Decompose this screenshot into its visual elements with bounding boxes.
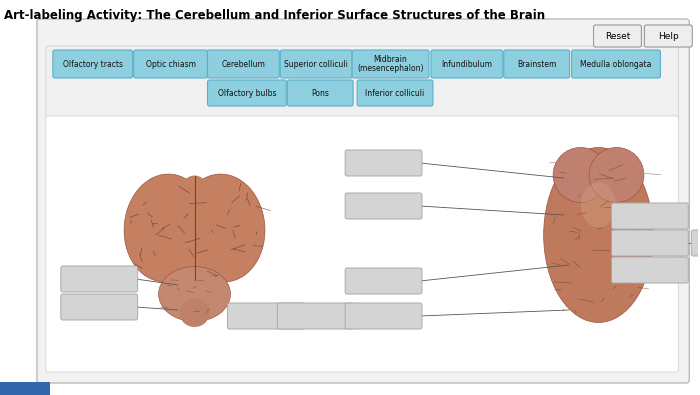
FancyBboxPatch shape: [431, 50, 503, 78]
Ellipse shape: [180, 299, 209, 327]
FancyBboxPatch shape: [572, 50, 660, 78]
Ellipse shape: [169, 175, 220, 280]
FancyBboxPatch shape: [134, 50, 207, 78]
Text: Superior colliculi: Superior colliculi: [284, 60, 348, 68]
FancyBboxPatch shape: [345, 303, 422, 329]
FancyBboxPatch shape: [61, 266, 138, 292]
FancyBboxPatch shape: [345, 268, 422, 294]
Ellipse shape: [544, 147, 653, 322]
Text: Reset: Reset: [605, 32, 630, 41]
FancyBboxPatch shape: [46, 116, 678, 372]
FancyBboxPatch shape: [228, 303, 304, 329]
Text: Help: Help: [658, 32, 679, 41]
Bar: [0, 382, 50, 395]
FancyBboxPatch shape: [277, 303, 354, 329]
FancyBboxPatch shape: [61, 294, 138, 320]
FancyBboxPatch shape: [37, 19, 690, 383]
Ellipse shape: [589, 147, 644, 203]
FancyBboxPatch shape: [53, 50, 133, 78]
FancyBboxPatch shape: [612, 257, 688, 283]
FancyBboxPatch shape: [280, 50, 352, 78]
FancyBboxPatch shape: [645, 25, 692, 47]
Text: Cerebellum: Cerebellum: [221, 60, 265, 68]
FancyBboxPatch shape: [357, 80, 433, 106]
Text: Olfactory bulbs: Olfactory bulbs: [218, 88, 276, 98]
FancyBboxPatch shape: [352, 50, 429, 78]
FancyBboxPatch shape: [504, 50, 570, 78]
Text: Optic chiasm: Optic chiasm: [146, 60, 195, 68]
Ellipse shape: [553, 147, 608, 203]
FancyBboxPatch shape: [46, 46, 678, 118]
Text: Olfactory tracts: Olfactory tracts: [63, 60, 122, 68]
Text: Inferior colliculi: Inferior colliculi: [365, 88, 425, 98]
Text: Midbrain
(mesencephalon): Midbrain (mesencephalon): [357, 55, 424, 73]
Ellipse shape: [124, 174, 209, 282]
Text: Medulla oblongata: Medulla oblongata: [580, 60, 652, 68]
Text: Brainstem: Brainstem: [517, 60, 556, 68]
Ellipse shape: [159, 267, 230, 322]
FancyBboxPatch shape: [287, 80, 353, 106]
FancyBboxPatch shape: [345, 193, 422, 219]
FancyBboxPatch shape: [594, 25, 641, 47]
FancyBboxPatch shape: [692, 230, 700, 256]
Text: Art-labeling Activity: The Cerebellum and Inferior Surface Structures of the Bra: Art-labeling Activity: The Cerebellum an…: [4, 9, 545, 22]
Text: Infundibulum: Infundibulum: [441, 60, 492, 68]
FancyBboxPatch shape: [612, 230, 688, 256]
FancyBboxPatch shape: [612, 203, 688, 229]
Text: Pons: Pons: [312, 88, 329, 98]
FancyBboxPatch shape: [207, 80, 286, 106]
FancyBboxPatch shape: [345, 150, 422, 176]
FancyBboxPatch shape: [207, 50, 279, 78]
Ellipse shape: [581, 182, 616, 228]
Ellipse shape: [180, 174, 265, 282]
